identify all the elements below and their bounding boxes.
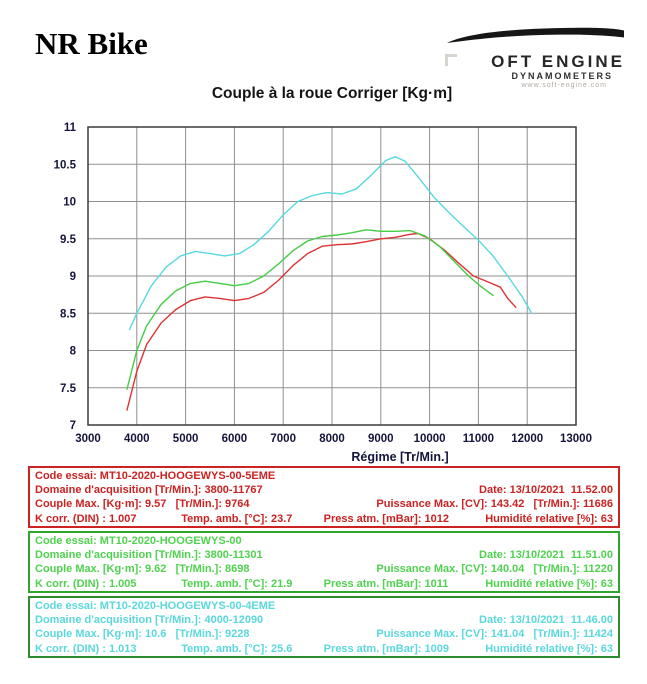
domaine-acquisition: Domaine d'acquisition [Tr/Min.]: 4000-12… xyxy=(35,614,264,627)
domaine-acquisition: Domaine d'acquisition [Tr/Min.]: 3800-11… xyxy=(35,484,263,497)
humidite: Humidité relative [%]: 63 xyxy=(485,642,613,655)
code-essai: Code essai: MT10-2020-HOOGEWYS-00-5EME xyxy=(35,470,276,482)
x-tick-label: 13000 xyxy=(560,433,592,445)
y-tick-label: 9.5 xyxy=(60,234,77,246)
chart-title: Couple à la roue Corriger [Kg·m] xyxy=(211,85,453,102)
x-axis-label: Régime [Tr/Min.] xyxy=(351,450,448,464)
y-tick-label: 11 xyxy=(64,122,77,134)
run-info-box-cyan: Code essai: MT10-2020-HOOGEWYS-00-4EME D… xyxy=(28,596,620,658)
x-tick-label: 5000 xyxy=(173,433,199,445)
plot-frame xyxy=(87,126,577,426)
x-tick-label: 11000 xyxy=(463,433,494,445)
press-atm: Press atm. [mBar]: 1011 xyxy=(323,577,449,590)
y-tick-label: 9 xyxy=(70,271,76,283)
y-tick-label: 8 xyxy=(70,346,77,358)
torque-chart: 7 7.5 8 8.5 9 9.5 10 10.5 11 3000 4000 5000 6000 7000… xyxy=(54,122,592,464)
y-tick-label: 10 xyxy=(63,197,76,209)
couple-max: Couple Max. [Kg·m]: 10.6 [Tr/Min.]: 9228 xyxy=(35,628,250,641)
run-date: Date: 13/10/2021 11.51.00 xyxy=(479,549,613,562)
k-corr: K corr. (DIN) : 1.005 xyxy=(35,577,137,590)
run-info-box-green: Code essai: MT10-2020-HOOGEWYS-00 Domain… xyxy=(28,531,620,593)
torque-curve xyxy=(126,229,494,390)
logo-url-text: www.soft-engine.com xyxy=(521,82,607,89)
humidite: Humidité relative [%]: 63 xyxy=(485,512,613,525)
humidite: Humidité relative [%]: 63 xyxy=(485,577,613,590)
puissance-max: Puissance Max. [CV]: 140.04 [Tr/Min.]: 1… xyxy=(376,563,613,576)
run-date: Date: 13/10/2021 11.52.00 xyxy=(479,484,613,497)
x-tick-label: 3000 xyxy=(75,433,101,445)
puissance-max: Puissance Max. [CV]: 141.04 [Tr/Min.]: 1… xyxy=(376,628,613,641)
code-essai: Code essai: MT10-2020-HOOGEWYS-00 xyxy=(35,535,242,547)
x-tick-label: 4000 xyxy=(124,433,150,445)
y-tick-label: 7 xyxy=(70,420,76,432)
temp-amb: Temp. amb. [°C]: 25.6 xyxy=(181,642,293,655)
k-corr: K corr. (DIN) : 1.013 xyxy=(35,642,137,655)
logo-brand-text: OFT ENGINE xyxy=(491,52,625,71)
y-tick-label: 10.5 xyxy=(54,159,77,171)
temp-amb: Temp. amb. [°C]: 23.7 xyxy=(181,512,293,525)
x-tick-label: 9000 xyxy=(368,433,394,445)
x-tick-label: 8000 xyxy=(319,433,345,445)
x-tick-label: 6000 xyxy=(222,433,248,445)
y-tick-label: 7.5 xyxy=(60,383,77,395)
press-atm: Press atm. [mBar]: 1009 xyxy=(323,642,449,655)
logo-subtitle-text: DYNAMOMETERS xyxy=(511,71,613,81)
torque-curve xyxy=(128,156,533,331)
puissance-max: Puissance Max. [CV]: 143.42 [Tr/Min.]: 1… xyxy=(376,498,613,511)
code-essai: Code essai: MT10-2020-HOOGEWYS-00-4EME xyxy=(35,600,276,612)
x-tick-label: 12000 xyxy=(511,433,543,445)
couple-max: Couple Max. [Kg·m]: 9.62 [Tr/Min.]: 8698 xyxy=(35,563,250,576)
x-tick-label: 7000 xyxy=(270,433,296,445)
run-info-box-red: Code essai: MT10-2020-HOOGEWYS-00-5EME D… xyxy=(28,466,620,528)
run-date: Date: 13/10/2021 11.46.00 xyxy=(479,614,613,627)
y-tick-label: 8.5 xyxy=(60,308,77,320)
soft-engine-logo: OFT ENGINE DYNAMOMETERS www.soft-engine.… xyxy=(443,26,627,92)
k-corr: K corr. (DIN) : 1.007 xyxy=(35,512,137,525)
couple-max: Couple Max. [Kg·m]: 9.57 [Tr/Min.]: 9764 xyxy=(35,498,250,511)
temp-amb: Temp. amb. [°C]: 21.9 xyxy=(181,577,293,590)
domaine-acquisition: Domaine d'acquisition [Tr/Min.]: 3800-11… xyxy=(35,549,263,562)
logo-swoosh-icon xyxy=(445,27,624,66)
page-title: NR Bike xyxy=(35,26,148,61)
torque-curve xyxy=(126,232,517,411)
x-tick-label: 10000 xyxy=(414,433,446,445)
press-atm: Press atm. [mBar]: 1012 xyxy=(323,512,449,525)
